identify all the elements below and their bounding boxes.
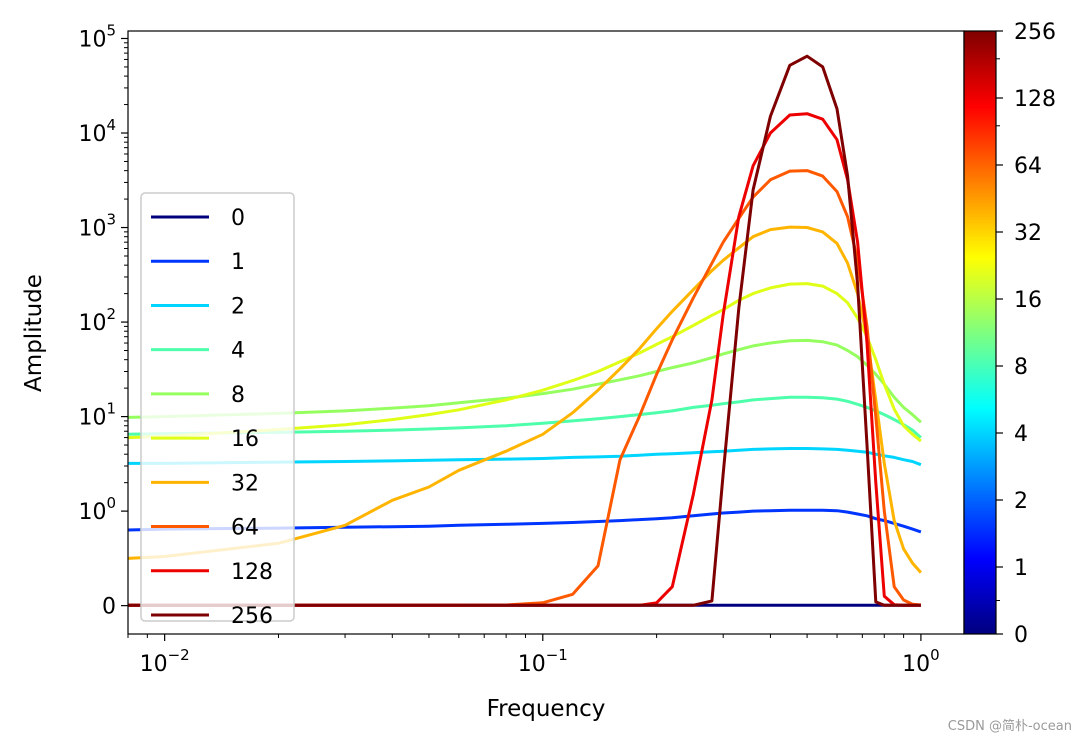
colorbar-tick-label: 1	[1014, 556, 1028, 581]
y-tick-label: 103	[78, 211, 116, 242]
legend: 0 1 2 4 8 16 32 64 128 256	[140, 192, 295, 629]
y-axis: 0 100 101 102 103 104 105	[78, 21, 128, 620]
x-axis: 10−2 10−1 100	[127, 634, 940, 677]
legend-label-8: 8	[231, 383, 245, 408]
series-line-16	[128, 282, 922, 443]
x-tick-label: 100	[902, 646, 940, 677]
colorbar-tick-label: 4	[1014, 422, 1028, 447]
colorbar-tick-label: 16	[1014, 288, 1042, 313]
legend-label-4: 4	[231, 339, 245, 364]
legend-label-16: 16	[231, 427, 259, 452]
legend-label-32: 32	[231, 471, 259, 496]
legend-label-0: 0	[231, 206, 245, 231]
colorbar	[963, 30, 997, 635]
x-tick-label: 10−2	[140, 646, 190, 677]
legend-label-1: 1	[231, 250, 245, 275]
colorbar-tick-label: 2	[1014, 489, 1028, 514]
colorbar-tick-label: 256	[1014, 20, 1056, 45]
series-line-256	[128, 54, 921, 607]
colorbar-tick-label: 8	[1014, 355, 1028, 380]
y-tick-label: 101	[78, 400, 116, 431]
legend-label-256: 256	[231, 604, 273, 629]
colorbar-tick-label: 64	[1014, 154, 1042, 179]
y-axis-label: Amplitude	[21, 274, 47, 392]
colorbar-tick-label: 128	[1014, 87, 1056, 112]
colorbar-tick-label: 0	[1014, 623, 1028, 648]
y-tick-label: 104	[78, 116, 116, 147]
legend-label-2: 2	[231, 294, 245, 319]
legend-box	[140, 192, 295, 622]
y-tick-label: 105	[78, 21, 116, 52]
y-tick-label: 102	[78, 305, 116, 336]
x-tick-label: 10−1	[518, 646, 568, 677]
series-layer	[128, 54, 923, 607]
colorbar-ticks: 0 1 2 4 8 16 32 64 128 256	[996, 20, 1056, 648]
y-tick-label: 100	[78, 494, 116, 525]
y-tick-label: 0	[102, 595, 116, 620]
legend-label-64: 64	[231, 516, 259, 541]
colorbar-tick-label: 32	[1014, 221, 1042, 246]
legend-label-128: 128	[231, 560, 273, 585]
watermark: CSDN @简朴-ocean	[948, 718, 1072, 734]
x-axis-label: Frequency	[487, 696, 606, 722]
series-line-2	[128, 447, 922, 467]
